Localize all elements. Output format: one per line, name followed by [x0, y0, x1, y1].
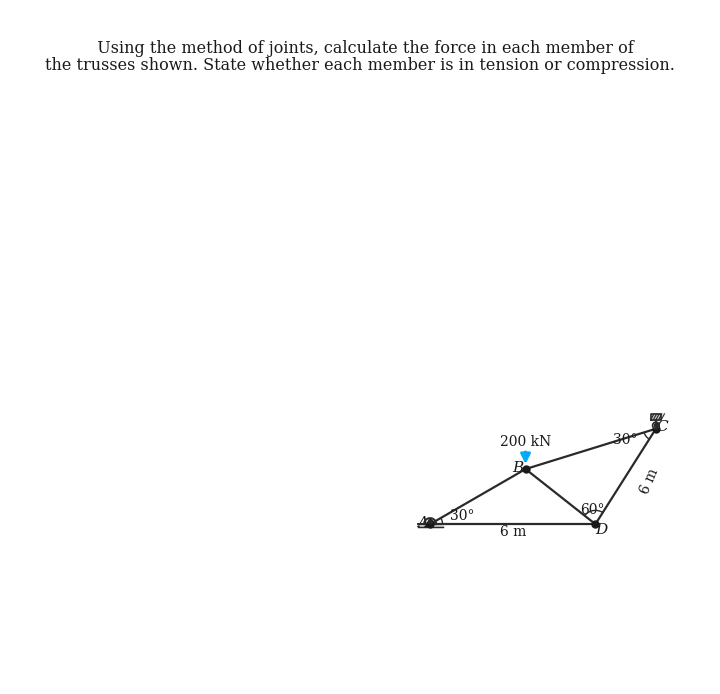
Text: Using the method of joints, calculate the force in each member of: Using the method of joints, calculate th… — [86, 40, 634, 57]
Text: 6 m: 6 m — [500, 525, 526, 539]
Circle shape — [652, 422, 660, 429]
Text: 60°: 60° — [580, 503, 605, 517]
Text: 200 kN: 200 kN — [500, 435, 552, 449]
Text: A: A — [417, 516, 428, 530]
Text: the trusses shown. State whether each member is in tension or compression.: the trusses shown. State whether each me… — [45, 58, 675, 74]
Text: 30°: 30° — [613, 433, 638, 447]
Text: 30°: 30° — [449, 509, 474, 523]
Text: C: C — [656, 420, 668, 434]
Text: D: D — [595, 523, 608, 537]
Text: 6 m: 6 m — [637, 466, 661, 496]
Text: B: B — [512, 461, 523, 475]
